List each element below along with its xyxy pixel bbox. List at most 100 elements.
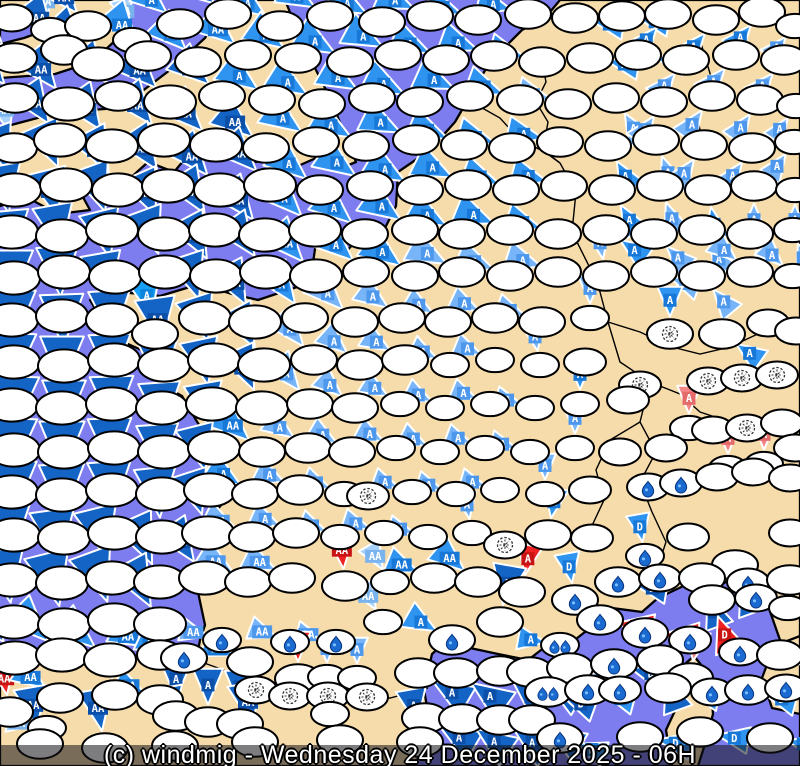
cloud-symbol <box>406 0 454 32</box>
cloud-ellipse <box>0 42 38 74</box>
cloud-ellipse <box>342 130 390 162</box>
cloud-symbol <box>688 584 736 616</box>
cloud-ellipse <box>632 124 680 156</box>
cloud-symbol <box>0 82 39 114</box>
wind-label-box <box>31 63 52 77</box>
rain-drop-icon <box>638 626 652 644</box>
cloud-ellipse <box>480 476 520 504</box>
wind-label-box <box>765 248 779 262</box>
cloud-ellipse <box>331 306 379 338</box>
cloud-ellipse <box>0 432 41 468</box>
wind-label: A <box>280 114 287 126</box>
cloud-ellipse <box>524 676 572 708</box>
cloud-symbol <box>87 515 141 551</box>
cloud-ellipse <box>544 88 592 120</box>
wind-label: A <box>686 393 693 405</box>
cloud-symbol <box>446 80 494 112</box>
cloud-ellipse <box>410 562 458 594</box>
cloud-symbol <box>471 302 519 334</box>
wind-label: AA <box>253 557 266 569</box>
wind-label-box <box>414 615 428 629</box>
wind-symbol: AA <box>357 538 386 571</box>
cloud-symbol <box>39 167 93 203</box>
wind-triangle <box>0 64 6 86</box>
wind-label: A <box>144 290 151 302</box>
cloud-symbol <box>760 44 800 76</box>
wind-label: A <box>335 73 342 85</box>
cloud-symbol <box>345 682 389 712</box>
cloud-ellipse <box>430 351 470 379</box>
wind-label-box <box>323 378 337 392</box>
cloud-symbol <box>85 472 139 508</box>
cloud-symbol <box>231 478 279 510</box>
cloud-ellipse <box>268 562 316 594</box>
wind-label: A <box>622 171 629 183</box>
cloud-symbol <box>534 256 582 288</box>
cloud-ellipse <box>83 642 137 678</box>
cloud-ellipse <box>85 560 139 596</box>
cloud-ellipse <box>525 480 565 508</box>
cloud-ellipse <box>336 349 384 381</box>
wind-label: A <box>370 292 377 304</box>
cloud-symbol <box>0 640 42 676</box>
wind-symbol: A <box>273 0 317 9</box>
wind-label: A <box>360 31 367 43</box>
wind-label-box <box>225 115 246 129</box>
cloud-ellipse <box>87 602 141 638</box>
wind-label: A <box>283 369 290 381</box>
cloud-symbol <box>646 318 694 350</box>
cloud-symbol <box>174 46 222 78</box>
wind-label: A <box>449 687 456 699</box>
fog-icon <box>247 681 265 699</box>
cloud-ellipse <box>37 520 91 556</box>
wind-label: A <box>173 674 180 686</box>
cloud-symbol <box>138 254 192 290</box>
wind-label: A <box>525 554 532 566</box>
wind-label: A <box>461 299 468 311</box>
cloud-symbol <box>678 214 726 246</box>
cloud-ellipse <box>94 80 142 112</box>
cloud-ellipse <box>35 477 89 513</box>
wind-label-box <box>457 297 471 311</box>
cloud-ellipse <box>688 80 736 112</box>
wind-label: A <box>721 245 728 257</box>
cloud-ellipse <box>156 8 204 40</box>
wind-symbol: A <box>762 116 789 147</box>
cloud-ellipse <box>0 132 38 164</box>
cloud-ellipse <box>0 604 41 640</box>
cloud-symbol <box>768 594 800 622</box>
wind-symbol: A <box>447 377 478 400</box>
wind-label-box <box>467 208 481 222</box>
cloud-symbol <box>37 254 91 290</box>
cloud-symbol <box>764 673 800 703</box>
wind-label: A <box>285 77 292 89</box>
wind-label: A <box>379 202 386 214</box>
cloud-ellipse <box>592 82 640 114</box>
cloud-symbol <box>91 679 139 711</box>
cloud-symbol <box>306 0 354 32</box>
cloud-ellipse <box>396 174 444 206</box>
wind-label: A <box>729 170 736 182</box>
wind-label: A <box>294 0 301 4</box>
cloud-ellipse <box>320 523 360 551</box>
cloud-ellipse <box>440 129 488 161</box>
cloud-symbol <box>773 216 800 244</box>
wind-label-box <box>340 0 354 11</box>
cloud-symbol <box>239 254 293 290</box>
cloud-ellipse <box>566 42 614 74</box>
cloud-symbol <box>695 462 739 492</box>
cloud-symbol <box>454 4 502 36</box>
wind-label-box <box>663 293 677 307</box>
cloud-symbol <box>276 474 324 506</box>
cloud-symbol <box>728 132 776 164</box>
cloud-ellipse <box>420 438 460 466</box>
cloud-ellipse <box>189 258 243 294</box>
wind-symbol: A <box>449 191 496 226</box>
cloud-ellipse <box>358 6 406 38</box>
cloud-ellipse <box>488 132 536 164</box>
wind-label: A <box>774 161 781 173</box>
rain-drop-icon <box>653 571 667 589</box>
cloud-ellipse <box>85 212 139 248</box>
cloud-symbol <box>659 468 703 498</box>
cloud-symbol <box>518 306 566 338</box>
